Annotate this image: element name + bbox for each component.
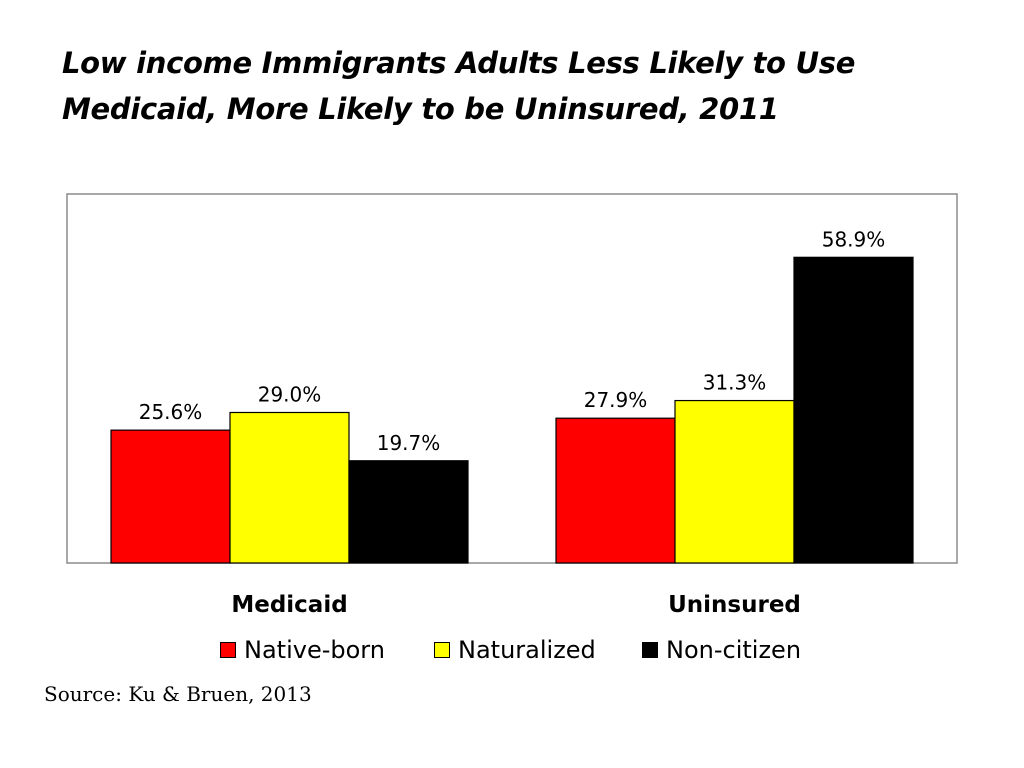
data-label-medicaid-native-born: 25.6% (139, 400, 203, 424)
legend-swatch-native-born (220, 642, 236, 658)
data-label-medicaid-naturalized: 29.0% (258, 382, 322, 406)
data-label-uninsured-native-born: 27.9% (584, 388, 648, 412)
legend-swatch-non-citizen (642, 642, 658, 658)
bar-uninsured-non-citizen (793, 256, 914, 564)
legend-label-native-born: Native-born (244, 636, 385, 664)
bar-uninsured-native-born (555, 417, 676, 564)
legend-item-native-born: Native-born (220, 636, 385, 664)
bar-medicaid-native-born (110, 429, 231, 564)
data-label-uninsured-naturalized: 31.3% (703, 371, 767, 395)
data-label-medicaid-non-citizen: 19.7% (377, 431, 441, 455)
bar-medicaid-naturalized (229, 411, 350, 564)
bar-uninsured-naturalized (674, 399, 795, 564)
legend-swatch-naturalized (434, 642, 450, 658)
data-labels-group: 25.6% 29.0% 19.7% 27.9% 31.3% 58.9% (139, 227, 886, 454)
title-line-1: Low income Immigrants Adults Less Likely… (62, 46, 856, 80)
legend-item-naturalized: Naturalized (434, 636, 596, 664)
legend: Native-born Naturalized Non-citizen (0, 636, 1024, 672)
legend-item-non-citizen: Non-citizen (642, 636, 801, 664)
category-labels-group: Medicaid Uninsured (231, 592, 801, 618)
source-note: Source: Ku & Bruen, 2013 (44, 682, 312, 706)
category-label-medicaid: Medicaid (231, 592, 347, 618)
bar-medicaid-non-citizen (348, 460, 469, 564)
bar-chart: 25.6% 29.0% 19.7% 27.9% 31.3% 58.9% Medicaid U… (66, 193, 958, 618)
data-label-uninsured-non-citizen: 58.9% (822, 227, 886, 251)
title-line-2: Medicaid, More Likely to be Uninsured, 2… (62, 92, 779, 126)
page-title: Low income Immigrants Adults Less Likely… (62, 40, 962, 132)
legend-label-naturalized: Naturalized (458, 636, 596, 664)
category-label-uninsured: Uninsured (668, 592, 801, 618)
bars-group (110, 256, 914, 564)
legend-label-non-citizen: Non-citizen (666, 636, 802, 664)
